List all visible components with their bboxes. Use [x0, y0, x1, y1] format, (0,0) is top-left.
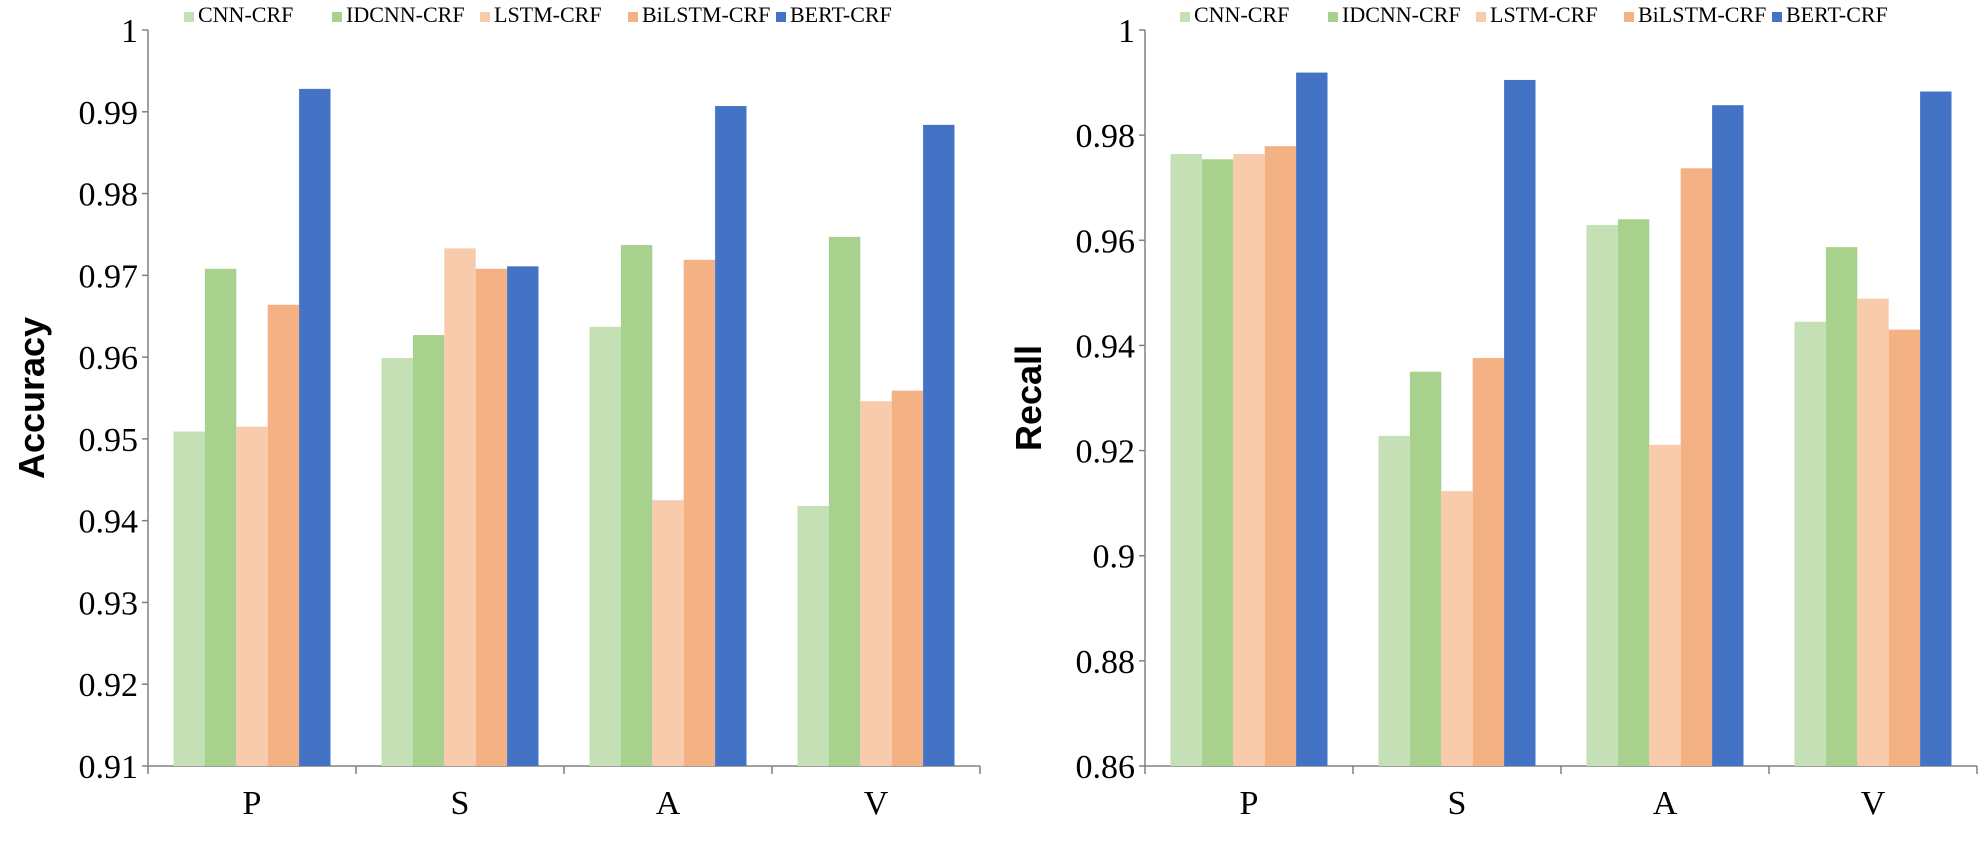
bar-bert-crf-a: [715, 106, 747, 766]
y-tick-label: 0.91: [79, 749, 139, 786]
legend-label: LSTM-CRF: [1490, 2, 1598, 27]
bar-idcnn-crf-v: [1825, 247, 1858, 766]
bar-lstm-crf-p: [1233, 154, 1265, 766]
y-tick-label: 0.93: [79, 585, 139, 622]
bar-lstm-crf-v: [1857, 298, 1889, 766]
legend-swatch: [628, 12, 638, 22]
bar-lstm-crf-p: [236, 426, 268, 766]
bar-bert-crf-v: [923, 124, 955, 766]
legend-label: BERT-CRF: [790, 2, 892, 27]
y-tick-label: 0.96: [79, 340, 139, 377]
bar-idcnn-crf-s: [412, 335, 445, 766]
bar-cnn-crf-a: [589, 326, 621, 766]
y-tick-label: 1: [1118, 13, 1135, 50]
y-tick-label: 0.97: [79, 258, 139, 295]
x-tick-label: P: [1240, 785, 1259, 822]
y-axis-label: Accuracy: [11, 317, 52, 479]
y-tick-label: 0.98: [79, 177, 139, 214]
bar-cnn-crf-v: [1794, 321, 1826, 766]
bar-lstm-crf-v: [860, 401, 892, 766]
x-tick-label: V: [1861, 785, 1886, 822]
legend-swatch: [1180, 12, 1190, 22]
bar-bilstm-crf-p: [1264, 146, 1297, 766]
legend-label: BiLSTM-CRF: [642, 2, 770, 27]
y-tick-label: 0.99: [79, 95, 139, 132]
y-tick-label: 0.94: [1076, 328, 1136, 365]
bar-bilstm-crf-a: [683, 259, 716, 766]
legend-label: IDCNN-CRF: [346, 2, 465, 27]
y-tick-label: 0.98: [1076, 118, 1136, 155]
y-tick-label: 0.88: [1076, 644, 1136, 681]
legend: CNN-CRF IDCNN-CRF LSTM-CRF BiLSTM-CRF BERT-C…: [184, 2, 892, 27]
legend-swatch: [1328, 12, 1338, 22]
bar-cnn-crf-s: [1378, 435, 1410, 766]
bar-idcnn-crf-s: [1409, 371, 1442, 766]
y-tick-label: 0.92: [1076, 434, 1136, 471]
y-tick-label: 0.95: [79, 422, 139, 459]
legend-swatch: [1476, 12, 1486, 22]
y-tick-label: 0.92: [79, 667, 139, 704]
legend-label: BiLSTM-CRF: [1638, 2, 1766, 27]
bar-bert-crf-s: [507, 266, 539, 766]
chart-panel-1: 0.91 0.92 0.93 0.94 0.95 0.96 0.97 0.98 0.99 1 Acc…: [11, 2, 981, 822]
legend-swatch: [1624, 12, 1634, 22]
bar-cnn-crf-v: [797, 505, 829, 766]
y-tick-label: 0.9: [1093, 539, 1136, 576]
bar-bilstm-crf-v: [1888, 329, 1921, 766]
bar-idcnn-crf-a: [1617, 219, 1650, 766]
bar-idcnn-crf-p: [1201, 159, 1234, 767]
legend-label: LSTM-CRF: [494, 2, 602, 27]
bar-idcnn-crf-a: [620, 245, 653, 766]
legend-swatch: [184, 12, 194, 22]
legend-label: CNN-CRF: [1194, 2, 1289, 27]
legend-swatch: [776, 12, 786, 22]
x-tick-label: P: [243, 785, 262, 822]
x-tick-label: A: [656, 785, 681, 822]
legend-swatch: [332, 12, 342, 22]
legend-label: IDCNN-CRF: [1342, 2, 1461, 27]
bar-bert-crf-v: [1920, 91, 1952, 767]
bar-lstm-crf-a: [1649, 444, 1681, 766]
bar-cnn-crf-p: [1170, 154, 1202, 766]
bar-bert-crf-a: [1712, 105, 1744, 767]
y-tick-label: 0.96: [1076, 223, 1136, 260]
bar-bilstm-crf-v: [891, 390, 924, 766]
legend: CNN-CRF IDCNN-CRF LSTM-CRF BiLSTM-CRF BERT-C…: [1180, 2, 1888, 27]
bar-lstm-crf-s: [1441, 491, 1473, 766]
bar-bilstm-crf-s: [1472, 358, 1505, 766]
bar-idcnn-crf-v: [828, 236, 861, 767]
bar-lstm-crf-s: [444, 248, 476, 766]
bar-bilstm-crf-p: [267, 304, 300, 766]
legend-label: CNN-CRF: [198, 2, 293, 27]
legend-swatch: [480, 12, 490, 22]
bar-bilstm-crf-a: [1680, 168, 1713, 766]
bar-lstm-crf-a: [652, 500, 684, 766]
x-tick-label: S: [451, 785, 470, 822]
x-tick-label: V: [864, 785, 889, 822]
bar-bilstm-crf-s: [475, 268, 508, 766]
y-tick-label: 0.86: [1076, 749, 1136, 786]
x-tick-label: A: [1653, 785, 1678, 822]
chart-panel-2: 0.86 0.88 0.9 0.92 0.94 0.96 0.98 1 Recall P S A V CN…: [1008, 2, 1978, 822]
bar-idcnn-crf-p: [204, 268, 237, 766]
legend-label: BERT-CRF: [1786, 2, 1888, 27]
y-axis-label: Recall: [1008, 345, 1049, 451]
legend-swatch: [1772, 12, 1782, 22]
bar-cnn-crf-a: [1586, 225, 1618, 767]
bar-bert-crf-p: [299, 88, 331, 766]
bar-cnn-crf-p: [173, 431, 205, 766]
bar-cnn-crf-s: [381, 357, 413, 766]
y-tick-label: 1: [121, 13, 138, 50]
bar-bert-crf-p: [1296, 72, 1328, 766]
bar-bert-crf-s: [1504, 79, 1536, 766]
x-tick-label: S: [1448, 785, 1467, 822]
y-tick-label: 0.94: [79, 504, 139, 541]
